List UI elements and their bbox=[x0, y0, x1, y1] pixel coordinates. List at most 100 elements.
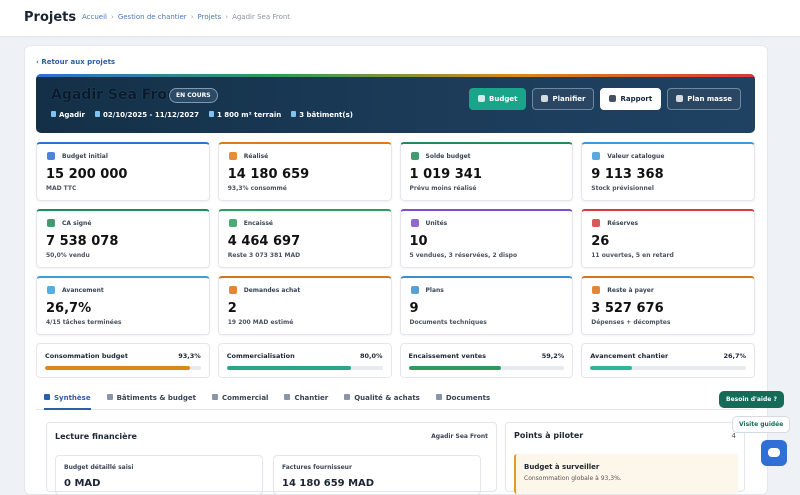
kpi-value: 15 200 000 bbox=[46, 167, 128, 182]
kpi-sub: Stock prévisionnel bbox=[591, 185, 654, 192]
progress-label: Avancement chantier bbox=[590, 352, 669, 360]
finance-value: 0 MAD bbox=[64, 478, 101, 489]
tab[interactable]: Chantier bbox=[284, 388, 328, 410]
kpi-sub: 93,3% consommé bbox=[227, 185, 287, 192]
kpi-icon bbox=[410, 219, 419, 227]
kpi-icon bbox=[410, 286, 419, 294]
finance-value: 14 180 659 MAD bbox=[282, 478, 375, 489]
kpi-value: 9 bbox=[409, 301, 419, 316]
actions: Budget Planifier Rapport Plan masse bbox=[469, 88, 741, 110]
help-button[interactable]: Besoin d'aide ? bbox=[719, 391, 784, 408]
action-button[interactable]: Planifier bbox=[532, 88, 595, 110]
kpi-value: 14 180 659 bbox=[227, 167, 310, 182]
progress-card: Avancement chantier 26,7% bbox=[581, 343, 755, 378]
meta-item: 3 bâtiment(s) bbox=[291, 111, 353, 119]
kpi-card: Plans 9 Documents techniques bbox=[399, 276, 574, 335]
point-title: Budget à surveiller bbox=[524, 463, 600, 471]
action-button[interactable]: Rapport bbox=[600, 88, 662, 110]
breadcrumb-separator: › bbox=[190, 13, 194, 21]
progress-card: Encaissement ventes 59,2% bbox=[399, 343, 574, 378]
tab[interactable]: Qualité & achats bbox=[344, 388, 420, 410]
progress-value: 59,2% bbox=[541, 352, 565, 360]
panel-project: Agadir Sea Front bbox=[431, 433, 488, 440]
kpi-sub: 11 ouvertes, 5 en retard bbox=[591, 252, 674, 259]
tab[interactable]: Bâtiments & budget bbox=[107, 388, 196, 410]
back-link[interactable]: ‹ Retour aux projets bbox=[36, 58, 116, 66]
kpi-icon bbox=[47, 219, 55, 227]
progress-label: Consommation budget bbox=[45, 352, 128, 360]
kpi-sub: Prévu moins réalisé bbox=[409, 185, 477, 192]
tab[interactable]: Synthèse bbox=[44, 388, 91, 410]
kpi-card: Budget initial 15 200 000 MAD TTC bbox=[36, 142, 210, 201]
kpi-icon bbox=[47, 286, 55, 294]
kpi-value: 7 538 078 bbox=[46, 234, 119, 249]
points-count: 4 bbox=[731, 432, 736, 440]
kpi-label: CA signé bbox=[62, 220, 92, 227]
progress-fill bbox=[226, 366, 352, 370]
progress-value: 93,3% bbox=[178, 352, 201, 360]
project-banner: Agadir Sea Front EN COURS Agadir 02/10/20… bbox=[36, 74, 755, 133]
finance-card: Budget détaillé saisi 0 MAD bbox=[55, 455, 263, 495]
breadcrumb: Accueil › Gestion de chantier › Projets › Agad… bbox=[82, 13, 290, 21]
kpi-grid: Budget initial 15 200 000 MAD TTC Réalisé 14… bbox=[36, 142, 755, 335]
progress-fill bbox=[590, 366, 632, 370]
kpi-value: 9 113 368 bbox=[591, 167, 664, 182]
kpi-card: Encaissé 4 464 697 Reste 3 073 381 MAD bbox=[217, 209, 392, 268]
tab[interactable]: Commercial bbox=[212, 388, 268, 410]
breadcrumb-item[interactable]: Gestion de chantier bbox=[117, 13, 187, 21]
kpi-card: Réalisé 14 180 659 93,3% consommé bbox=[217, 142, 392, 201]
back-link-text[interactable]: Retour aux projets bbox=[41, 58, 116, 66]
progress-track bbox=[590, 366, 746, 370]
kpi-card: Reste à payer 3 527 676 Dépenses + décompt… bbox=[581, 276, 755, 335]
assistant-button[interactable] bbox=[761, 440, 787, 466]
kpi-card: Demandes achat 2 19 200 MAD estimé bbox=[217, 276, 392, 335]
kpi-label: Valeur catalogue bbox=[607, 153, 665, 160]
kpi-icon bbox=[228, 152, 237, 160]
kpi-label: Réserves bbox=[607, 220, 639, 227]
kpi-value: 10 bbox=[409, 234, 428, 249]
kpi-label: Budget initial bbox=[62, 153, 108, 160]
progress-label: Commercialisation bbox=[226, 352, 295, 360]
point-text: Consommation globale à 93,3%. bbox=[524, 475, 622, 482]
action-button[interactable]: Plan masse bbox=[667, 88, 741, 110]
kpi-sub: Dépenses + décomptes bbox=[591, 319, 671, 326]
breadcrumb-item[interactable]: Projets bbox=[197, 13, 222, 21]
progress-fill bbox=[408, 366, 501, 370]
page: Projets Accueil › Gestion de chantier › Proj… bbox=[0, 0, 800, 481]
kpi-card: Solde budget 1 019 341 Prévu moins réalisé bbox=[399, 142, 574, 201]
kpi-icon bbox=[592, 152, 601, 160]
kpi-card: Unités 10 5 vendues, 3 réservées, 2 dispo bbox=[399, 209, 574, 268]
tabs: Synthèse Bâtiments & budget Commercial Chan… bbox=[36, 388, 755, 410]
kpi-icon bbox=[47, 152, 55, 160]
kpi-value: 26 bbox=[591, 234, 610, 249]
kpi-sub: 4/15 tâches terminées bbox=[46, 319, 122, 326]
meta-item: 02/10/2025 - 11/12/2027 bbox=[95, 111, 199, 119]
kpi-sub: Documents techniques bbox=[409, 319, 487, 326]
kpi-sub: 19 200 MAD estimé bbox=[227, 319, 294, 326]
progress-row: Consommation budget 93,3% Commercialisatio… bbox=[36, 343, 755, 378]
action-button[interactable]: Budget bbox=[469, 88, 527, 110]
progress-value: 26,7% bbox=[723, 352, 746, 360]
progress-card: Commercialisation 80,0% bbox=[217, 343, 392, 378]
progress-card: Consommation budget 93,3% bbox=[36, 343, 210, 378]
kpi-icon bbox=[228, 219, 237, 227]
top-bar: Projets Accueil › Gestion de chantier › Proj… bbox=[0, 0, 800, 37]
progress-fill bbox=[45, 366, 191, 370]
kpi-value: 26,7% bbox=[46, 301, 92, 316]
kpi-label: Reste à payer bbox=[607, 287, 654, 294]
kpi-label: Avancement bbox=[62, 287, 104, 294]
kpi-value: 3 527 676 bbox=[591, 301, 664, 316]
breadcrumb-item[interactable]: Accueil bbox=[82, 13, 107, 21]
kpi-sub: Reste 3 073 381 MAD bbox=[227, 252, 301, 259]
project-name: Agadir Sea Front bbox=[51, 87, 184, 103]
kpi-sub: 5 vendues, 3 réservées, 2 dispo bbox=[409, 252, 518, 259]
meta-item: Agadir bbox=[51, 111, 85, 119]
tour-button[interactable]: Visite guidée bbox=[732, 416, 791, 433]
breadcrumb-item[interactable]: Agadir Sea Front bbox=[232, 13, 291, 21]
progress-track bbox=[226, 366, 383, 370]
finance-label: Factures fournisseur bbox=[282, 464, 352, 471]
points-panel: Points à piloter 4 Budget à surveiller C… bbox=[505, 422, 745, 494]
kpi-value: 4 464 697 bbox=[227, 234, 301, 249]
tab[interactable]: Documents bbox=[436, 388, 490, 410]
progress-value: 80,0% bbox=[359, 352, 383, 360]
